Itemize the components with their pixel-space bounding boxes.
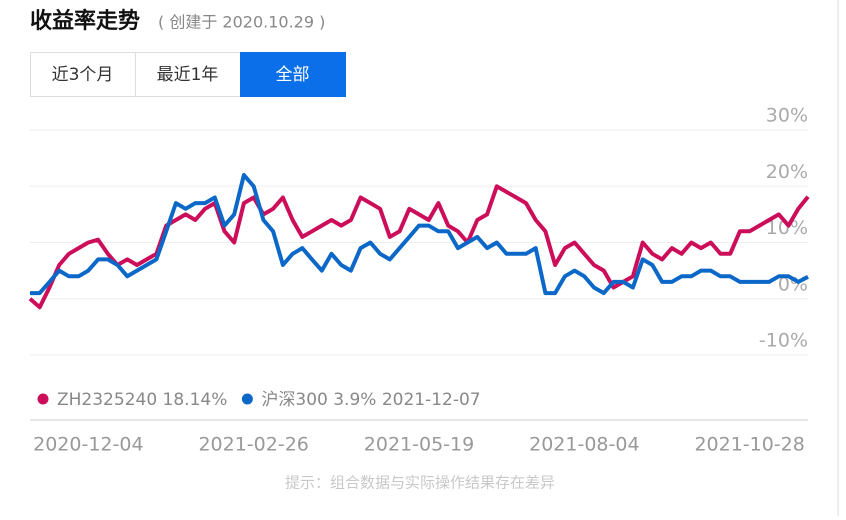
y-tick-label: -10% bbox=[759, 330, 808, 352]
title: 收益率走势 bbox=[30, 8, 140, 34]
tab-label[interactable]: 最近1年 bbox=[157, 65, 219, 85]
legend-label[interactable]: 沪深300 3.9% 2021-12-07 bbox=[261, 390, 480, 410]
legend-marker[interactable] bbox=[37, 393, 49, 405]
tab-label[interactable]: 全部 bbox=[276, 65, 310, 85]
footer-note: 提示：组合数据与实际操作结果存在差异 bbox=[285, 474, 555, 492]
x-tick-label: 2021-08-04 bbox=[529, 434, 639, 456]
x-tick-labels: 2020-12-04 2021-02-26 2021-05-19 2021-08-04… bbox=[33, 434, 805, 456]
y-tick-labels: -10%0%10%20%30% bbox=[759, 105, 808, 352]
legend-marker[interactable] bbox=[241, 393, 253, 405]
series-lines bbox=[28, 173, 810, 310]
y-tick-label: 10% bbox=[766, 217, 808, 239]
tab-button[interactable] bbox=[240, 52, 346, 97]
x-tick-label: 2021-02-26 bbox=[198, 434, 308, 456]
y-tick-label: 20% bbox=[766, 161, 808, 183]
x-tick-label: 2021-10-28 bbox=[694, 434, 804, 456]
legend: ZH2325240 18.14% 沪深300 3.9% 2021-12-07 bbox=[37, 390, 481, 410]
tab-label[interactable]: 近3个月 bbox=[52, 65, 114, 85]
x-tick-label: 2020-12-04 bbox=[33, 434, 143, 456]
legend-label[interactable]: ZH2325240 18.14% bbox=[57, 390, 227, 410]
tabs: 近3个月 最近1年 全部 bbox=[30, 52, 346, 97]
tab-button[interactable] bbox=[135, 52, 241, 97]
subtitle: ( 创建于 2020.10.29 ) bbox=[158, 13, 325, 32]
y-tick-label: 30% bbox=[766, 105, 808, 127]
series-line bbox=[30, 173, 809, 296]
x-tick-label: 2021-05-19 bbox=[364, 434, 474, 456]
series-line bbox=[28, 184, 810, 310]
